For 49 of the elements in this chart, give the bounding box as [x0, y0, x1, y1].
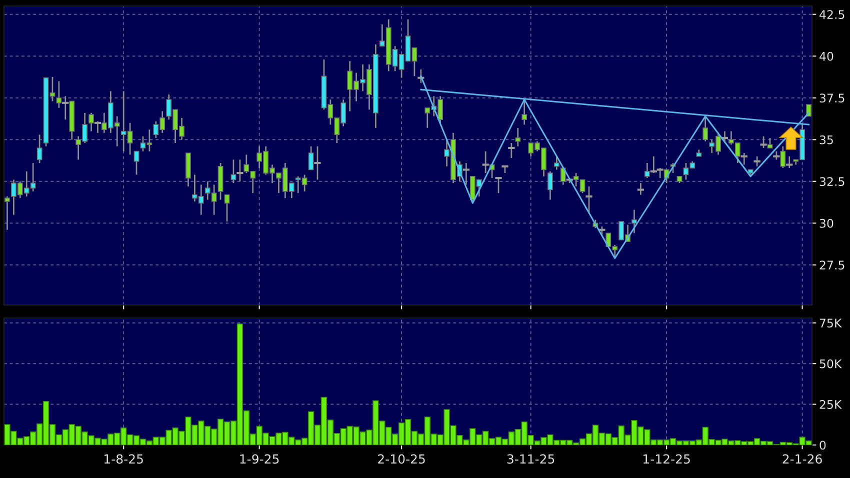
y-tick-label: 32.5: [820, 177, 844, 186]
y-tick-label: 35: [820, 135, 833, 144]
y-tick-label: 30: [820, 218, 834, 228]
candlestick: [495, 177, 502, 194]
y-tick-label: 42.5: [820, 10, 844, 20]
candlestick: [702, 116, 708, 142]
candlestick: [656, 167, 664, 179]
candlestick: [62, 96, 69, 120]
candlestick: [650, 156, 657, 174]
candlestick: [4, 196, 10, 231]
candlestick: [224, 194, 230, 222]
candlestick: [554, 156, 560, 170]
candlestick: [134, 150, 140, 176]
candlestick: [786, 156, 793, 169]
candlestick: [508, 142, 515, 159]
x-tick-label: 2-10-25: [378, 454, 425, 464]
y-tick-label: 75K: [820, 318, 842, 328]
candlestick: [56, 80, 62, 109]
candlestick: [760, 136, 767, 149]
x-tick-label: 1-9-25: [240, 454, 279, 464]
candlestick: [308, 146, 314, 170]
candlestick: [482, 150, 489, 174]
x-tick-label: 3-11-25: [507, 454, 554, 464]
y-tick-label: 25K: [820, 400, 842, 409]
candlestick: [36, 134, 42, 164]
line-series: [420, 75, 810, 259]
candlestick: [754, 156, 760, 168]
x-tick-label: 1-12-25: [644, 454, 690, 464]
y-tick-label: 40: [820, 52, 834, 61]
candlestick: [548, 170, 553, 200]
y-tick-label: 50K: [820, 359, 842, 368]
x-tick-label: 1-8-25: [104, 454, 143, 464]
candlestick: [418, 68, 424, 84]
candlestick: [644, 162, 650, 179]
x-tick-label: 2-1-26: [782, 454, 822, 464]
candlestick: [586, 186, 592, 214]
y-tick-label: 37.5: [820, 94, 844, 103]
y-tick-label: 27.5: [820, 260, 844, 270]
candlestick: [767, 137, 773, 149]
y-tick-label: 0: [820, 440, 826, 450]
candlestick: [515, 127, 521, 148]
candlestick: [314, 146, 321, 180]
candlestick: [88, 112, 94, 132]
candlestick: [236, 158, 244, 182]
candlestick: [740, 152, 748, 166]
candlestick: [632, 209, 637, 234]
candlestick: [780, 146, 786, 169]
candlestick: [230, 158, 236, 184]
candlestick: [522, 98, 528, 126]
